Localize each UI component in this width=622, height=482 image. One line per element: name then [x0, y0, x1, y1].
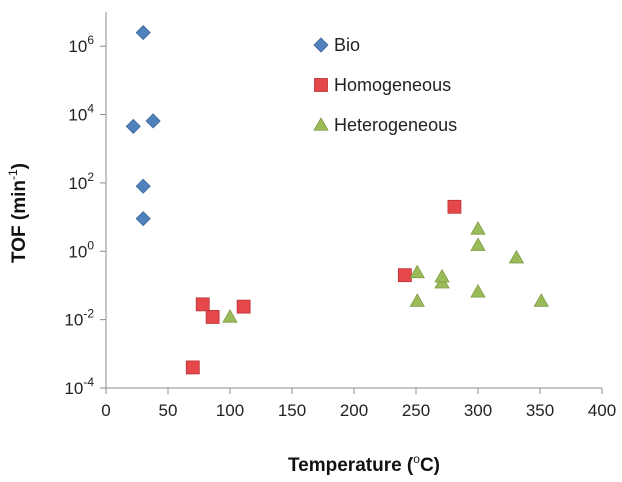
y-tick-exponent: -4: [83, 375, 94, 389]
y-tick-base: 10: [64, 379, 83, 398]
data-point-bio: [136, 26, 150, 40]
data-point-heterogeneous: [509, 251, 523, 263]
data-point-bio: [146, 114, 160, 128]
data-point-bio: [136, 212, 150, 226]
data-point-homogeneous: [398, 269, 411, 282]
legend-label-heterogeneous: Heterogeneous: [334, 115, 457, 135]
data-point-heterogeneous: [471, 222, 485, 234]
data-point-heterogeneous: [534, 294, 548, 306]
x-tick-label: 100: [216, 401, 244, 420]
y-tick-exponent: -2: [83, 307, 94, 321]
y-tick-exponent: 6: [87, 33, 94, 47]
y-axis-title-main: TOF (min: [9, 180, 30, 263]
data-point-homogeneous: [186, 361, 199, 374]
y-axis-title-sup: -1: [6, 169, 20, 180]
data-point-heterogeneous: [410, 294, 424, 306]
y-tick-label: 102: [68, 170, 94, 193]
y-tick-label: 10-4: [64, 375, 94, 398]
x-tick-label: 400: [588, 401, 616, 420]
data-point-heterogeneous: [435, 270, 449, 282]
y-tick-label: 106: [68, 33, 94, 56]
x-tick-label: 350: [526, 401, 554, 420]
legend: Bio Homogeneous Heterogeneous: [314, 35, 457, 135]
series-heterogeneous: [223, 222, 548, 322]
data-point-homogeneous: [448, 200, 461, 213]
data-point-heterogeneous: [471, 238, 485, 250]
data-point-heterogeneous: [471, 285, 485, 297]
y-tick-exponent: 0: [87, 238, 94, 252]
y-tick-label: 100: [68, 238, 94, 261]
data-point-heterogeneous: [410, 265, 424, 277]
legend-item-heterogeneous: Heterogeneous: [314, 115, 457, 135]
data-point-bio: [136, 179, 150, 193]
y-tick-base: 10: [68, 174, 87, 193]
legend-label-bio: Bio: [334, 35, 360, 55]
y-tick-base: 10: [68, 242, 87, 261]
data-point-bio: [126, 119, 140, 133]
legend-item-bio: Bio: [314, 35, 360, 55]
data-point-homogeneous: [206, 310, 219, 323]
x-axis-title: Temperature (oC): [288, 452, 440, 476]
data-point-homogeneous: [237, 300, 250, 313]
x-tick-label: 300: [464, 401, 492, 420]
x-tick-label: 0: [101, 401, 110, 420]
y-axis-title: TOF (min-1): [6, 163, 30, 263]
y-tick-base: 10: [68, 37, 87, 56]
legend-label-homogeneous: Homogeneous: [334, 75, 451, 95]
x-tick-label: 150: [278, 401, 306, 420]
y-tick-base: 10: [64, 311, 83, 330]
y-axis-title-tail: ): [9, 163, 30, 169]
x-axis-title-main: Temperature (: [288, 455, 414, 476]
y-tick-label: 10-2: [64, 307, 94, 330]
x-tick-label: 50: [159, 401, 178, 420]
data-point-heterogeneous: [223, 310, 237, 322]
series-homogeneous: [186, 200, 461, 374]
y-tick-label: 104: [68, 102, 94, 125]
x-ticks: 0 50 100 150 200 250 300 350 400: [101, 388, 616, 420]
y-tick-exponent: 4: [87, 102, 94, 116]
series-bio: [126, 26, 160, 226]
data-point-homogeneous: [196, 298, 209, 311]
legend-marker-bio: [314, 38, 328, 52]
x-tick-label: 250: [402, 401, 430, 420]
legend-marker-heterogeneous: [314, 118, 328, 130]
x-tick-label: 200: [340, 401, 368, 420]
legend-marker-homogeneous: [315, 79, 328, 92]
x-axis-title-tail: C): [420, 455, 440, 476]
axes: [106, 12, 602, 388]
y-tick-base: 10: [68, 106, 87, 125]
y-tick-exponent: 2: [87, 170, 94, 184]
legend-item-homogeneous: Homogeneous: [315, 75, 452, 95]
